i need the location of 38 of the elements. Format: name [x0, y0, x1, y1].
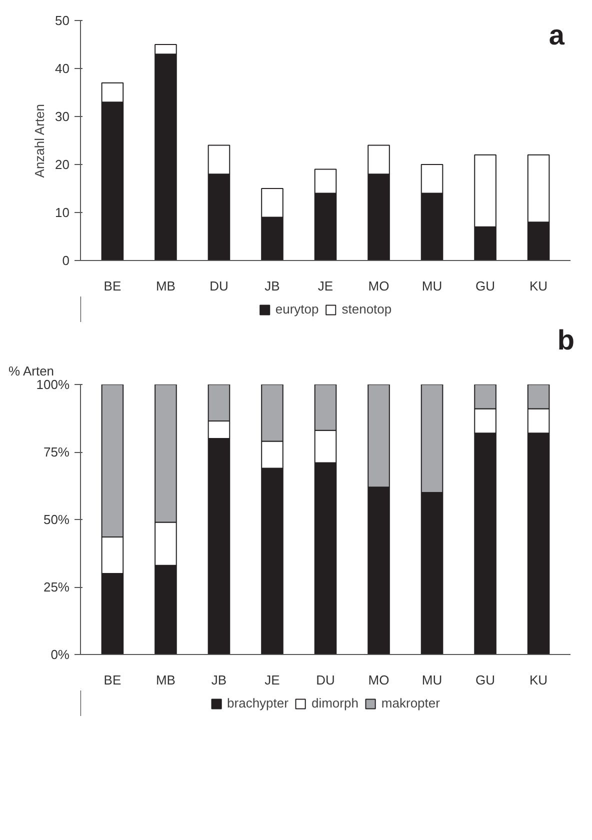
legend-label: makropter [381, 696, 440, 710]
x-tick-label: MB [156, 278, 176, 294]
x-tick-label: MU [422, 278, 442, 294]
x-tick-label: JB [264, 278, 280, 294]
x-tick-label: JE [264, 672, 280, 688]
x-tick-label: BE [104, 672, 122, 688]
x-tick-label: MO [368, 672, 390, 688]
x-tick-label: GU [476, 672, 496, 688]
x-tick-label: MO [368, 278, 390, 294]
y-tick-label: 20 [55, 157, 70, 172]
y-tick-label: 75% [43, 444, 70, 460]
y-tick-label: 10 [55, 205, 70, 220]
x-tick-label: MB [156, 672, 176, 688]
legend-label: dimorph [311, 696, 358, 710]
x-tick-label: DU [210, 278, 228, 294]
x-tick-label: DU [316, 672, 335, 688]
legend-label: eurytop [275, 302, 319, 316]
y-tick-label: 50 [55, 13, 70, 28]
y-tick-label: 0% [50, 647, 70, 662]
y-tick-label: 25% [43, 580, 70, 594]
y-tick-label: 30 [55, 109, 70, 124]
y-axis-title: % Arten [8, 364, 54, 378]
x-tick-label: JE [318, 278, 334, 294]
y-tick-label: 100% [36, 377, 70, 392]
x-tick-label: MU [422, 672, 442, 688]
text: b [557, 324, 575, 356]
y-tick-label: 40 [55, 61, 70, 76]
legend-label: brachypter [227, 696, 288, 710]
x-tick-label: JB [211, 672, 227, 688]
y-axis-title: Anzahl Arten [32, 104, 48, 178]
x-tick-label: KU [530, 672, 548, 688]
x-tick-label: GU [476, 278, 496, 294]
y-tick-label: 0 [62, 253, 70, 268]
y-tick-label: 50% [43, 512, 70, 527]
legend-label: stenotop [342, 302, 392, 316]
x-tick-label: BE [104, 278, 122, 294]
annotation: a [548, 20, 565, 50]
x-tick-label: KU [530, 278, 548, 294]
